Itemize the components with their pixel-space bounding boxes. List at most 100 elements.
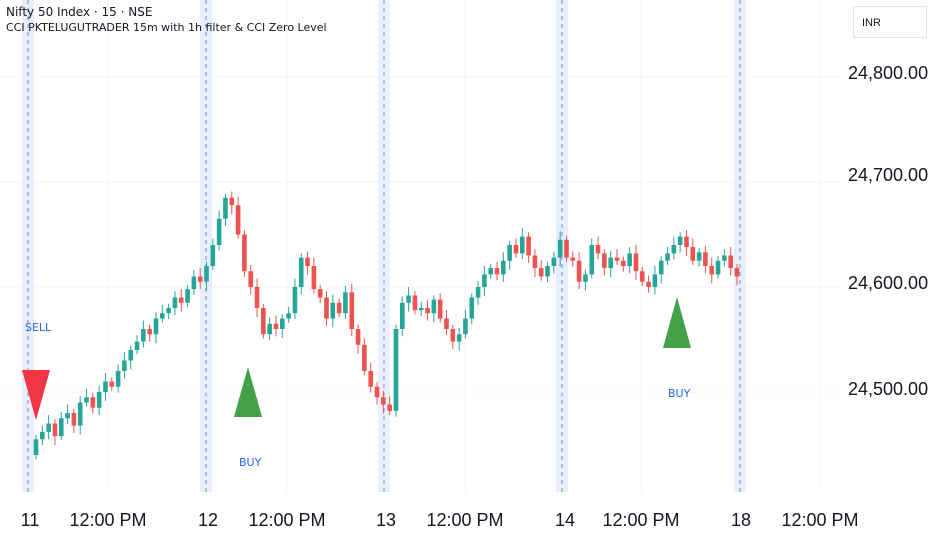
candle-down [374, 386, 380, 398]
candle-up [551, 257, 557, 266]
candle-down [639, 271, 645, 282]
candle-up [671, 245, 677, 254]
time-tick-label: 12:00 PM [781, 510, 859, 530]
candle-down [513, 245, 519, 254]
candle-down [709, 266, 715, 275]
candle-up [418, 308, 424, 311]
candle-up [166, 308, 171, 314]
currency-button[interactable]: INR [853, 6, 927, 38]
candle-up [431, 299, 437, 314]
candle-up [658, 260, 664, 275]
candle-down [387, 404, 392, 411]
candle-down [494, 268, 500, 275]
candle-down [349, 292, 355, 329]
buy-up-triangle [234, 367, 262, 417]
candle-down [690, 247, 696, 261]
candle-down [621, 260, 626, 266]
candle-down [570, 257, 576, 261]
candle-down [235, 205, 241, 235]
candle-down [254, 287, 260, 308]
sell-down-triangle [22, 370, 50, 420]
candle-down [261, 308, 266, 335]
time-tick-label: 12:00 PM [426, 510, 504, 530]
candle-down [273, 323, 279, 329]
time-tick-label: 12 [197, 510, 219, 530]
price-tick-label: 24,800.00 [848, 63, 929, 83]
candle-up [475, 287, 481, 298]
candle-up [153, 318, 159, 335]
candle-down [71, 413, 77, 426]
candle-down [197, 276, 203, 282]
candle-up [652, 274, 658, 287]
candle-up [185, 289, 190, 303]
session-band [734, 0, 746, 492]
candle-down [90, 397, 96, 408]
price-tick-label: 24,700.00 [848, 165, 929, 185]
candle-up [519, 236, 525, 254]
candle-up [545, 266, 550, 277]
symbol-title[interactable]: Nifty 50 Index · 15 · NSE [6, 5, 153, 19]
candle-up [223, 197, 228, 219]
candle-down [444, 318, 449, 329]
candle-down [52, 423, 58, 437]
buy-up-triangle [663, 297, 691, 348]
candle-up [216, 218, 222, 245]
candle-down [532, 255, 538, 269]
candle-down [242, 234, 247, 272]
candle-up [84, 397, 89, 403]
candle-series [33, 191, 740, 460]
candle-up [33, 439, 39, 455]
candle-up [557, 239, 563, 258]
buy-signal-label: BUY [239, 456, 262, 469]
candle-down [109, 381, 115, 387]
candle-down [646, 281, 651, 287]
candle-up [134, 341, 140, 350]
candle-down [564, 239, 569, 258]
candle-up [589, 245, 595, 275]
price-tick-label: 24,500.00 [848, 379, 929, 399]
session-band [378, 0, 390, 492]
candle-up [406, 295, 411, 303]
candle-up [77, 402, 83, 426]
candle-up [298, 257, 304, 287]
candle-down [381, 397, 386, 405]
time-tick-label: 12:00 PM [602, 510, 680, 530]
candle-up [583, 274, 588, 282]
candle-down [437, 299, 443, 319]
candle-down [526, 236, 531, 256]
candle-down [728, 255, 733, 269]
candle-up [204, 266, 209, 282]
time-tick-label: 13 [375, 510, 397, 530]
candle-up [608, 257, 613, 269]
candle-down [633, 253, 639, 272]
candle-up [128, 350, 134, 361]
candle-down [355, 329, 361, 345]
candle-up [343, 292, 348, 314]
candle-down [229, 197, 235, 206]
candle-up [115, 371, 121, 387]
candle-up [627, 253, 632, 266]
candle-down [362, 344, 367, 371]
time-tick-label: 12:00 PM [69, 510, 147, 530]
indicator-title[interactable]: CCI PKTELUGUTRADER 15m with 1h filter & … [6, 21, 327, 34]
candle-up [267, 323, 272, 335]
candle-up [715, 260, 721, 275]
candle-down [178, 297, 184, 303]
candle-up [58, 418, 64, 437]
candle-down [450, 329, 456, 342]
grid-lines [0, 0, 840, 492]
candle-up [191, 276, 197, 290]
candle-down [734, 268, 740, 277]
candle-up [393, 329, 399, 411]
candle-up [482, 274, 487, 287]
time-tick-label: 18 [730, 510, 752, 530]
candle-up [96, 392, 102, 408]
candle-up [696, 252, 702, 261]
candle-up [141, 329, 146, 342]
candle-down [602, 253, 607, 269]
candle-down [305, 257, 310, 266]
candle-up [279, 318, 285, 329]
candle-down [684, 236, 689, 248]
session-band [200, 0, 212, 492]
